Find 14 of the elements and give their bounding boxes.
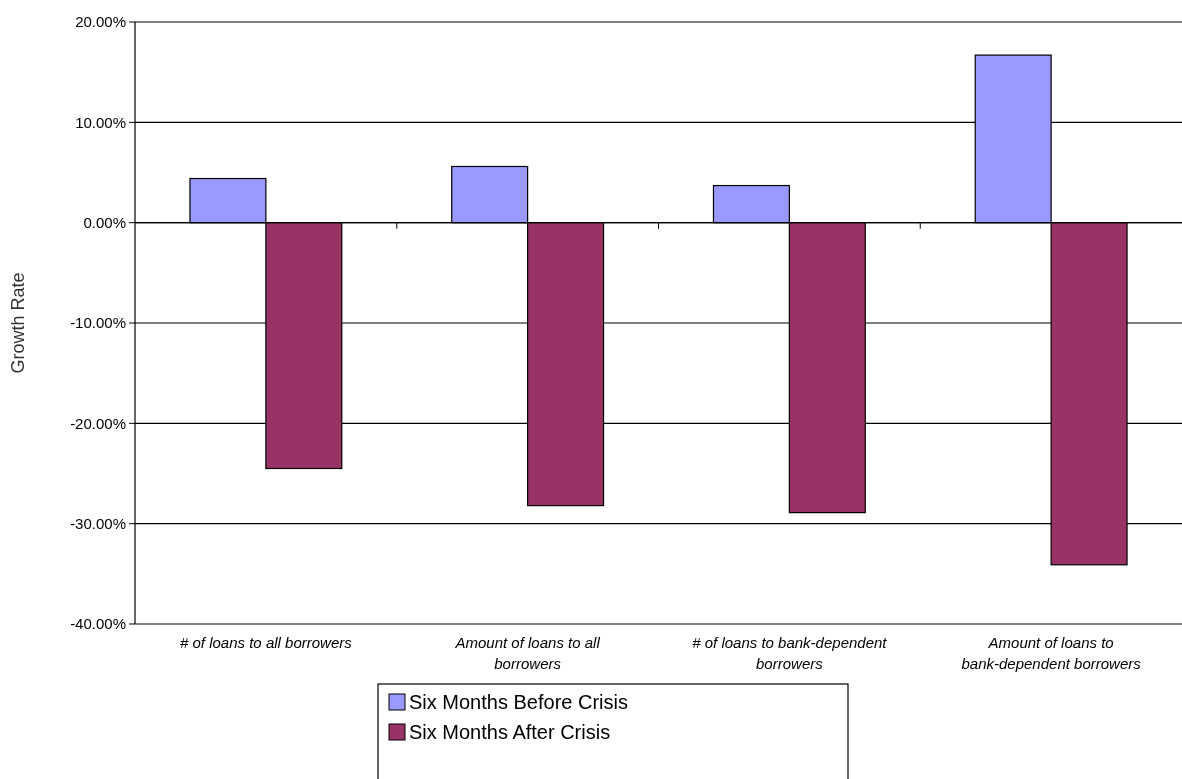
x-tick-label: Amount of loans to all borrowers	[454, 634, 601, 672]
y-tick-label: 0.00%	[83, 213, 126, 231]
x-tick-label: # of loans to all borrowers	[179, 634, 353, 651]
legend-label: Six Months Before Crisis	[409, 691, 628, 713]
y-tick-label: -20.00%	[70, 414, 126, 432]
y-tick-label: -30.00%	[70, 514, 126, 532]
y-tick-label: 10.00%	[75, 113, 126, 131]
x-tick-label: Amount of loans to bank-dependent borrowers	[961, 634, 1142, 672]
y-tick-label: -10.00%	[70, 314, 126, 332]
legend-label: Six Months After Crisis	[409, 721, 611, 743]
y-tick-label: -40.00%	[70, 615, 126, 633]
x-tick-label: # of loans to bank-dependent borrowers	[692, 634, 888, 672]
y-tick-label: 20.00%	[75, 13, 126, 31]
y-axis-title: Growth Rate	[8, 272, 28, 374]
